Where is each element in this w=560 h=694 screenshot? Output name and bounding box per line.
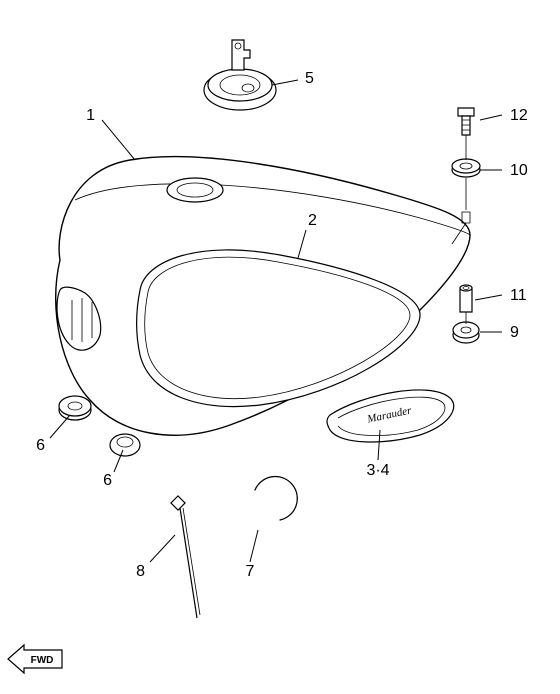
grommet — [453, 322, 479, 343]
fuel-cap — [204, 40, 276, 110]
callout-11: 11 — [510, 287, 527, 304]
callout-5: 5 — [305, 70, 314, 87]
bolt — [458, 108, 474, 135]
spacer — [460, 285, 472, 312]
callout-1: 1 — [86, 107, 95, 124]
tank-emblem: Marauder — [327, 390, 454, 442]
cushion-right — [110, 434, 140, 456]
cushion-left — [59, 396, 91, 420]
washer — [452, 159, 480, 177]
parts-diagram: Marauder — [0, 0, 560, 694]
callout-9: 9 — [510, 324, 519, 341]
callout-6a: 6 — [36, 437, 45, 454]
callout-7: 7 — [246, 563, 255, 580]
fwd-badge: FWD — [8, 645, 62, 673]
callout-12: 12 — [510, 107, 528, 124]
tie-strap — [171, 496, 200, 618]
callout-3-4: 3·4 — [366, 462, 389, 479]
callout-2: 2 — [308, 212, 317, 229]
fwd-text: FWD — [31, 655, 54, 666]
callout-10: 10 — [510, 162, 528, 179]
callout-8: 8 — [136, 563, 145, 580]
callout-6b: 6 — [103, 472, 112, 489]
hose-clip — [255, 477, 297, 520]
